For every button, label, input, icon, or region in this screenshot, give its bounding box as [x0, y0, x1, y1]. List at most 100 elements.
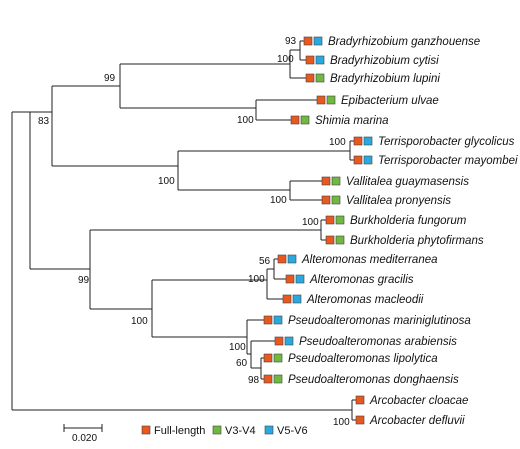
full-length-marker — [355, 415, 365, 425]
v3-v4-marker — [335, 215, 345, 225]
taxon-label: Arcobacter defluvii — [369, 415, 465, 427]
taxon-label: Shimia marina — [315, 115, 389, 127]
taxon-label: Alteromonas gracilis — [309, 274, 414, 286]
bootstrap-label: 93 — [285, 36, 297, 47]
full-length-marker — [355, 395, 365, 405]
leaf-0: Bradyrhizobium ganzhouense — [303, 36, 480, 48]
leaf-18: Arcobacter cloacae — [355, 395, 468, 407]
scale-bar-label: 0.020 — [72, 433, 97, 444]
taxon-label: Burkholderia phytofirmans — [350, 235, 484, 247]
bootstrap-label: 100 — [329, 137, 346, 148]
v3-v4-marker — [331, 195, 341, 205]
full-length-marker — [277, 254, 287, 264]
full-length-marker — [285, 274, 295, 284]
bootstrap-label: 99 — [78, 275, 90, 286]
taxon-label: Bradyrhizobium ganzhouense — [328, 36, 480, 48]
taxon-label: Vallitalea guaymasensis — [346, 176, 469, 188]
leaf-4: Shimia marina — [290, 115, 389, 127]
v3-v4-marker — [315, 73, 325, 83]
v3-v4-marker — [326, 95, 336, 105]
taxon-label: Epibacterium ulvae — [341, 95, 439, 107]
v5-v6-marker — [292, 294, 302, 304]
v3-v4-marker — [331, 176, 341, 186]
leaf-2: Bradyrhizobium lupini — [305, 73, 440, 85]
taxon-label: Alteromonas macleodii — [306, 294, 424, 306]
v5-v6-marker — [363, 155, 373, 165]
leaf-11: Alteromonas mediterranea — [277, 254, 438, 266]
full-length-marker — [263, 353, 273, 363]
taxon-label: Arcobacter cloacae — [369, 395, 468, 407]
v5-v6-marker — [273, 315, 283, 325]
bootstrap-label: 100 — [248, 274, 265, 285]
leaf-7: Vallitalea guaymasensis — [321, 176, 469, 188]
legend-item-v3-v4: V3-V4 — [212, 425, 256, 437]
full-length-marker — [321, 176, 331, 186]
bootstrap-label: 100 — [229, 342, 246, 353]
v3-v4-swatch — [212, 425, 222, 435]
full-length-marker — [353, 155, 363, 165]
leaf-10: Burkholderia phytofirmans — [325, 235, 484, 247]
leaf-8: Vallitalea pronyensis — [321, 195, 451, 207]
scale-bar-line — [63, 424, 103, 432]
scale-bar: 0.020 — [63, 424, 103, 444]
leaf-17: Pseudoalteromonas donghaensis — [263, 374, 459, 386]
v5-v6-marker — [315, 55, 325, 65]
leaf-13: Alteromonas macleodii — [282, 294, 424, 306]
full-length-marker — [316, 95, 326, 105]
v3-v4-marker — [273, 353, 283, 363]
full-length-marker — [263, 315, 273, 325]
bootstrap-label: 100 — [237, 115, 254, 126]
legend-item-full-length: Full-length — [141, 425, 205, 437]
taxon-label: Burkholderia fungorum — [350, 215, 467, 227]
bootstrap-values: 93 100 99 100 83 100 100 100 100 56 100 … — [38, 36, 350, 428]
v5-v6-marker — [295, 274, 305, 284]
v3-v4-marker — [335, 235, 345, 245]
taxon-label: Terrisporobacter mayombei — [378, 155, 518, 167]
bootstrap-label: 99 — [104, 73, 116, 84]
bootstrap-label: 100 — [333, 417, 350, 428]
legend: Full-length V3-V4 V5-V6 — [141, 425, 308, 437]
full-length-marker — [282, 294, 292, 304]
taxon-label: Bradyrhizobium cytisi — [330, 55, 439, 67]
bootstrap-label: 56 — [259, 256, 271, 267]
taxon-label: Terrisporobacter glycolicus — [378, 136, 515, 148]
full-length-marker — [325, 215, 335, 225]
full-length-marker — [321, 195, 331, 205]
leaf-14: Pseudoalteromonas mariniglutinosa — [263, 315, 471, 327]
v3-v4-marker — [273, 374, 283, 384]
bootstrap-label: 60 — [236, 358, 248, 369]
leaf-19: Arcobacter defluvii — [355, 415, 465, 427]
full-length-marker — [263, 374, 273, 384]
taxon-label: Alteromonas mediterranea — [301, 254, 438, 266]
leaf-1: Bradyrhizobium cytisi — [305, 55, 439, 67]
v5-v6-swatch — [264, 425, 274, 435]
v5-v6-marker — [284, 336, 294, 346]
v5-v6-marker — [287, 254, 297, 264]
bootstrap-label: 98 — [248, 375, 260, 386]
taxon-label: Vallitalea pronyensis — [346, 195, 451, 207]
full-length-marker — [290, 115, 300, 125]
leaf-12: Alteromonas gracilis — [285, 274, 414, 286]
full-length-marker — [325, 235, 335, 245]
taxon-label: Pseudoalteromonas mariniglutinosa — [288, 315, 471, 327]
bootstrap-label: 83 — [38, 116, 50, 127]
legend-item-v5-v6: V5-V6 — [264, 425, 308, 437]
bootstrap-label: 100 — [131, 316, 148, 327]
v3-v4-marker — [300, 115, 310, 125]
leaf-9: Burkholderia fungorum — [325, 215, 467, 227]
full-length-marker — [353, 136, 363, 146]
legend-label: Full-length — [154, 425, 205, 437]
bootstrap-label: 100 — [277, 54, 294, 65]
taxon-label: Bradyrhizobium lupini — [330, 73, 440, 85]
full-length-marker — [305, 73, 315, 83]
tree-branches — [11, 40, 356, 421]
taxon-label: Pseudoalteromonas arabiensis — [299, 336, 457, 348]
legend-label: V3-V4 — [225, 425, 256, 437]
v5-v6-marker — [313, 36, 323, 46]
legend-label: V5-V6 — [277, 425, 308, 437]
full-length-marker — [303, 36, 313, 46]
leaf-3: Epibacterium ulvae — [316, 95, 439, 107]
taxon-label: Pseudoalteromonas donghaensis — [288, 374, 459, 386]
leaf-6: Terrisporobacter mayombei — [353, 155, 518, 167]
